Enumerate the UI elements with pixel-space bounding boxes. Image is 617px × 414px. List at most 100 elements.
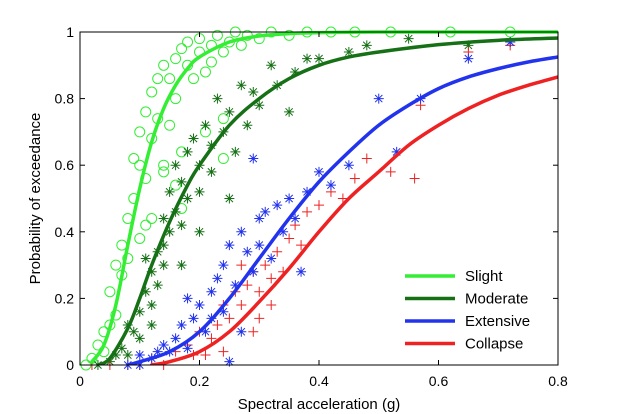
data-point-slight (158, 166, 170, 178)
data-point-collapse (296, 240, 307, 251)
data-point-slight (140, 106, 152, 118)
data-point-extensive (391, 146, 402, 157)
data-point-slight (217, 46, 229, 58)
data-point-moderate (158, 260, 169, 271)
data-point-slight (217, 153, 229, 165)
x-tick-label: 0.6 (429, 373, 449, 389)
data-point-moderate (343, 46, 354, 57)
x-tick-label: 0.4 (309, 373, 329, 389)
y-tick-label: 0.6 (55, 157, 75, 173)
data-point-slight (134, 232, 146, 244)
data-point-collapse (284, 233, 295, 244)
data-point-moderate (248, 86, 259, 97)
data-point-collapse (266, 300, 277, 311)
data-point-extensive (290, 213, 301, 224)
data-point-slight (146, 212, 158, 224)
data-point-extensive (176, 320, 187, 331)
data-point-moderate (242, 120, 253, 131)
data-point-extensive (236, 326, 247, 337)
data-point-collapse (385, 166, 396, 177)
data-point-moderate (152, 280, 163, 291)
data-point-extensive (254, 213, 265, 224)
data-point-collapse (361, 153, 372, 164)
data-point-moderate (314, 53, 324, 64)
data-point-extensive (314, 166, 324, 177)
data-point-moderate (182, 146, 193, 157)
data-point-slight (199, 66, 211, 78)
data-point-moderate (170, 160, 181, 171)
data-point-extensive (296, 266, 307, 277)
data-point-moderate (146, 320, 157, 331)
data-point-moderate (176, 220, 187, 231)
data-point-moderate (206, 140, 217, 151)
data-point-collapse (314, 200, 324, 211)
data-point-slight (170, 179, 182, 191)
data-point-moderate (164, 186, 175, 197)
data-point-slight (253, 33, 265, 45)
data-point-collapse (302, 206, 313, 217)
data-point-extensive (254, 240, 265, 251)
data-point-collapse (260, 260, 271, 271)
data-point-slight (134, 126, 146, 138)
legend-label-extensive: Extensive (465, 313, 530, 330)
data-point-moderate (164, 226, 175, 237)
data-point-moderate (290, 66, 301, 77)
data-point-slight (140, 219, 152, 231)
data-point-extensive (212, 273, 223, 284)
data-point-moderate (224, 193, 235, 204)
data-point-extensive (200, 326, 211, 337)
data-point-slight (205, 56, 217, 68)
data-point-slight (104, 286, 116, 298)
legend-label-moderate: Moderate (465, 291, 528, 308)
data-point-moderate (236, 80, 247, 91)
data-point-moderate (403, 33, 414, 44)
x-axis-label: Spectral acceleration (g) (238, 396, 401, 413)
data-point-extensive (224, 356, 235, 367)
data-point-extensive (505, 36, 516, 47)
data-point-extensive (170, 333, 181, 344)
x-tick-label: 0.8 (548, 373, 568, 389)
data-point-moderate (128, 326, 139, 337)
y-tick-label: 0.2 (55, 290, 75, 306)
data-point-extensive (158, 340, 169, 351)
data-point-moderate (158, 213, 169, 224)
data-point-collapse (236, 300, 247, 311)
data-point-moderate (140, 253, 151, 264)
data-point-collapse (409, 173, 420, 184)
data-point-moderate (266, 60, 277, 71)
data-point-collapse (254, 313, 265, 324)
data-point-moderate (224, 106, 235, 117)
series-markers-slight (80, 26, 516, 371)
data-point-moderate (182, 193, 193, 204)
y-tick-label: 0.4 (55, 224, 75, 240)
data-point-extensive (260, 206, 271, 217)
data-point-collapse (218, 346, 229, 357)
data-point-moderate (361, 40, 372, 51)
y-tick-label: 0 (66, 357, 74, 373)
data-point-extensive (463, 53, 474, 64)
legend-label-collapse: Collapse (465, 336, 523, 353)
data-point-extensive (188, 313, 199, 324)
data-point-collapse (242, 280, 253, 291)
data-point-slight (188, 73, 200, 85)
data-point-extensive (272, 200, 283, 211)
data-point-extensive (152, 346, 163, 357)
data-point-moderate (146, 300, 157, 311)
series-markers-moderate (92, 33, 516, 370)
data-point-moderate (146, 266, 157, 277)
data-point-extensive (248, 266, 259, 277)
data-point-extensive (218, 306, 229, 317)
data-point-moderate (212, 93, 223, 104)
data-point-collapse (212, 320, 223, 331)
data-point-collapse (254, 286, 265, 297)
data-point-moderate (463, 40, 474, 51)
data-point-slight (170, 53, 182, 65)
data-point-moderate (140, 286, 151, 297)
data-point-slight (110, 259, 122, 271)
data-point-extensive (284, 193, 295, 204)
data-point-extensive (236, 226, 247, 237)
legend: Slight Moderate Extensive Collapse (395, 262, 553, 354)
data-point-extensive (248, 153, 259, 164)
data-point-extensive (343, 160, 354, 171)
